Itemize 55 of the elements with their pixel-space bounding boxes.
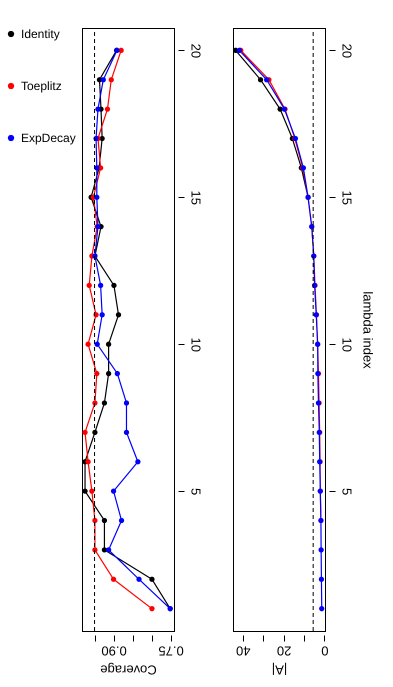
point [94, 194, 100, 200]
x-axis-title: Coverage [100, 662, 157, 678]
point [264, 77, 270, 82]
point [94, 342, 100, 347]
point [95, 106, 101, 112]
x-axis-title: |A| [272, 662, 288, 678]
point [106, 370, 112, 376]
point [104, 106, 110, 112]
point [98, 282, 104, 288]
x-tick-label: 20 [276, 644, 292, 658]
point [106, 342, 112, 347]
point [149, 576, 155, 582]
point [100, 312, 105, 318]
y-tick-label: 20 [340, 44, 354, 58]
point [116, 312, 122, 318]
legend-label: Identity [21, 27, 60, 41]
point [82, 430, 88, 435]
y-tick-label: 10 [340, 337, 354, 352]
x-tick-label: 0 [321, 644, 329, 658]
point [258, 77, 264, 82]
point [135, 459, 141, 464]
legend-label: ExpDecay [21, 131, 76, 145]
y-axis-title: lambda index [360, 291, 376, 370]
point [319, 606, 324, 612]
point [118, 518, 124, 524]
point [318, 547, 324, 553]
x-tick-label: 0.75 [158, 644, 184, 658]
point [111, 282, 117, 288]
point [108, 77, 114, 82]
legend-label: Toeplitz [21, 79, 62, 93]
y-tick-label: 5 [188, 488, 204, 496]
point [100, 77, 106, 82]
point [110, 488, 116, 494]
point [102, 518, 108, 524]
y-tick-label: 10 [188, 337, 204, 352]
point [106, 547, 112, 553]
point [110, 576, 116, 582]
point [89, 488, 95, 494]
point [136, 576, 142, 582]
point [86, 282, 92, 288]
point [102, 400, 108, 406]
y-tick-label: 15 [188, 190, 204, 205]
point [114, 370, 120, 376]
y-tick-label: 20 [188, 44, 204, 58]
x-tick-label: 0.90 [101, 644, 127, 658]
point [149, 606, 155, 612]
x-tick-label: 40 [236, 644, 251, 658]
point [94, 370, 100, 376]
point [124, 400, 130, 406]
point [318, 576, 324, 582]
point [124, 430, 130, 435]
point [85, 459, 91, 464]
y-tick-label: 5 [340, 488, 354, 496]
point [85, 342, 91, 347]
y-tick-label: 15 [340, 190, 354, 205]
